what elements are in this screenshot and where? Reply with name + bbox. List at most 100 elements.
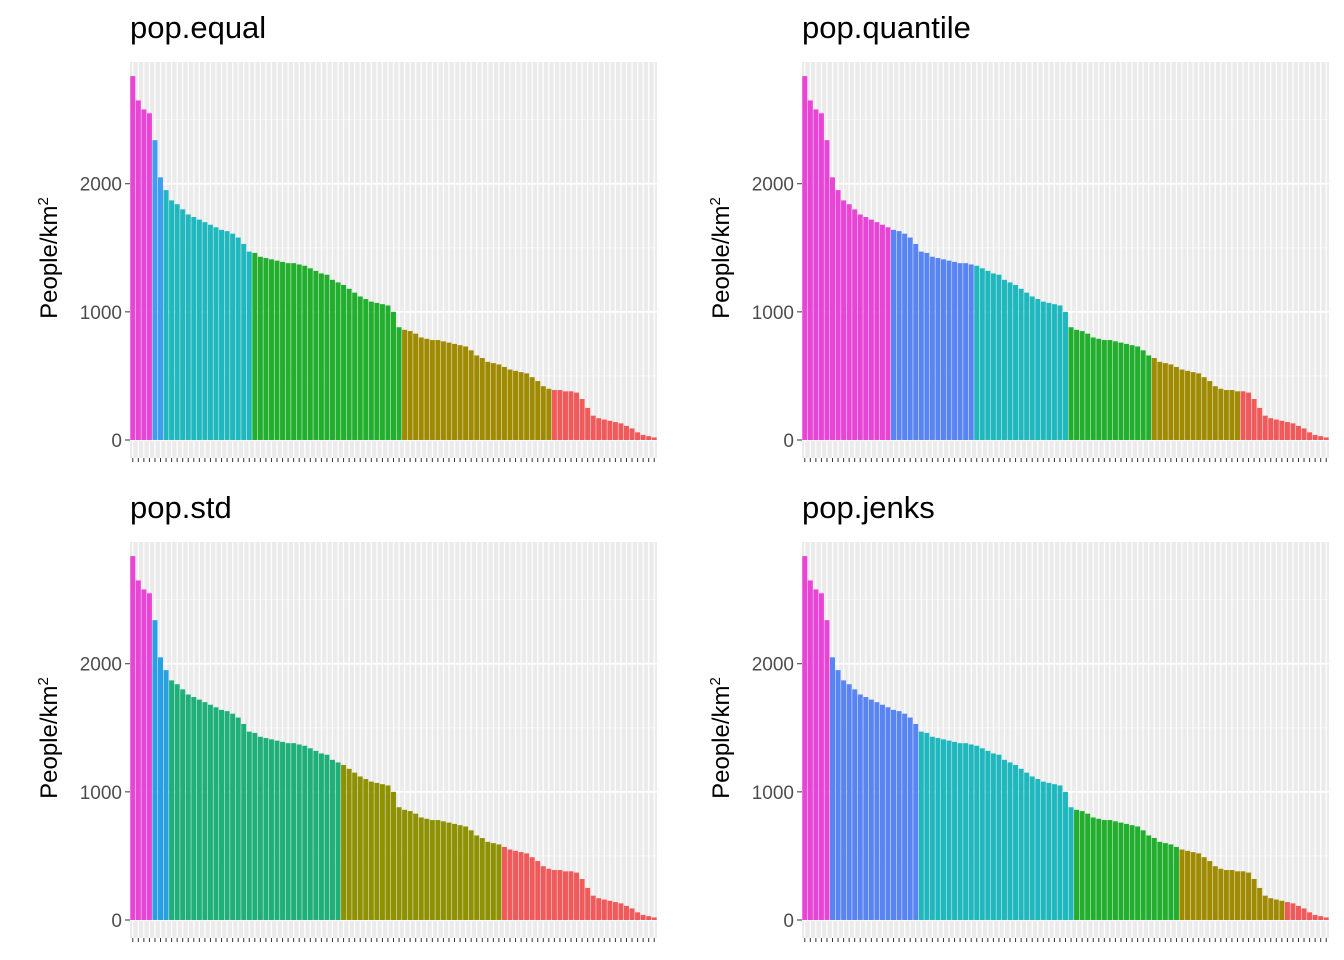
bar [1185,850,1191,920]
bar [891,709,897,920]
bar [1223,870,1229,920]
bar [1273,419,1279,440]
bar [196,699,202,920]
bar [1129,345,1135,440]
bar [535,861,541,920]
bar [1262,895,1268,920]
bar [562,391,568,440]
bar [1251,398,1257,440]
bar [202,222,208,440]
bar [635,432,641,440]
bar [629,428,635,440]
bar [1001,759,1007,920]
bar [535,381,541,440]
bar [1107,340,1113,440]
bar [918,731,924,920]
bar [1096,338,1102,440]
bar [163,670,169,920]
bar [1234,871,1240,920]
chart-panel-quantile: pop.quantile People/km2 0 1000 2000 [672,0,1344,480]
bar [635,912,641,920]
bar [513,850,519,920]
bar [929,256,935,440]
bar [146,593,152,920]
bar-chart: 0 1000 2000 [752,62,1329,462]
bar [224,231,230,440]
bar [235,717,241,920]
bar [463,346,469,440]
bar [291,263,297,440]
bar [1218,388,1224,440]
bar [1179,369,1185,440]
bar [1046,782,1052,920]
bar [1290,423,1296,440]
bar [1229,390,1235,440]
bar [852,689,858,920]
bar [818,113,824,440]
bar [1068,807,1074,920]
bar [1323,437,1329,440]
bar [1035,779,1041,920]
bar [446,342,452,440]
bar [1001,279,1007,440]
bar [318,273,324,440]
bar [551,870,557,920]
bar [830,657,836,920]
bar [946,740,952,920]
bar [924,252,930,440]
y-tick-label: 1000 [80,783,122,804]
y-tick-label: 1000 [80,303,122,324]
bar [935,258,941,440]
chart-panel-equal: pop.equal People/km2 0 1000 2000 [0,0,672,480]
bar [623,905,629,920]
bar [607,420,613,440]
bar [1085,813,1091,920]
y-tick-label: 2000 [80,655,122,676]
bar [1090,817,1096,920]
bar [1162,843,1168,920]
bar [191,217,197,440]
bar [285,263,291,440]
bar [524,373,530,440]
bar [429,820,435,920]
bar [1201,857,1207,920]
chart-title: pop.jenks [802,490,935,525]
bar [440,821,446,920]
bar [496,844,502,920]
bar [501,366,507,440]
bar [490,843,496,920]
bar [1301,908,1307,920]
bar [424,818,430,920]
bar [207,224,213,440]
bar [507,849,513,920]
bar [529,857,535,920]
chart-panel-jenks: pop.jenks People/km2 0 1000 2000 [672,480,1344,960]
bar [385,305,391,440]
bar [924,732,930,920]
bar [952,741,958,920]
bar [957,743,963,920]
bar [1246,392,1252,440]
bar [1074,809,1080,920]
bar-chart: 0 1000 2000 [80,62,657,462]
bar [490,363,496,440]
bar [407,811,413,920]
y-tick-label: 0 [111,911,122,932]
bar [990,273,996,440]
bar [513,370,519,440]
bar [246,731,252,920]
bar [574,392,580,440]
bar [1279,420,1285,440]
bar [996,274,1002,440]
chart-title: pop.equal [130,10,267,45]
bar [874,702,880,920]
bar [1135,346,1141,440]
bar [479,357,485,440]
bar [424,338,430,440]
bar [1212,386,1218,440]
bar [1190,852,1196,920]
bar [230,713,236,920]
bar [435,340,441,440]
bar [257,256,263,440]
bar [913,723,919,920]
